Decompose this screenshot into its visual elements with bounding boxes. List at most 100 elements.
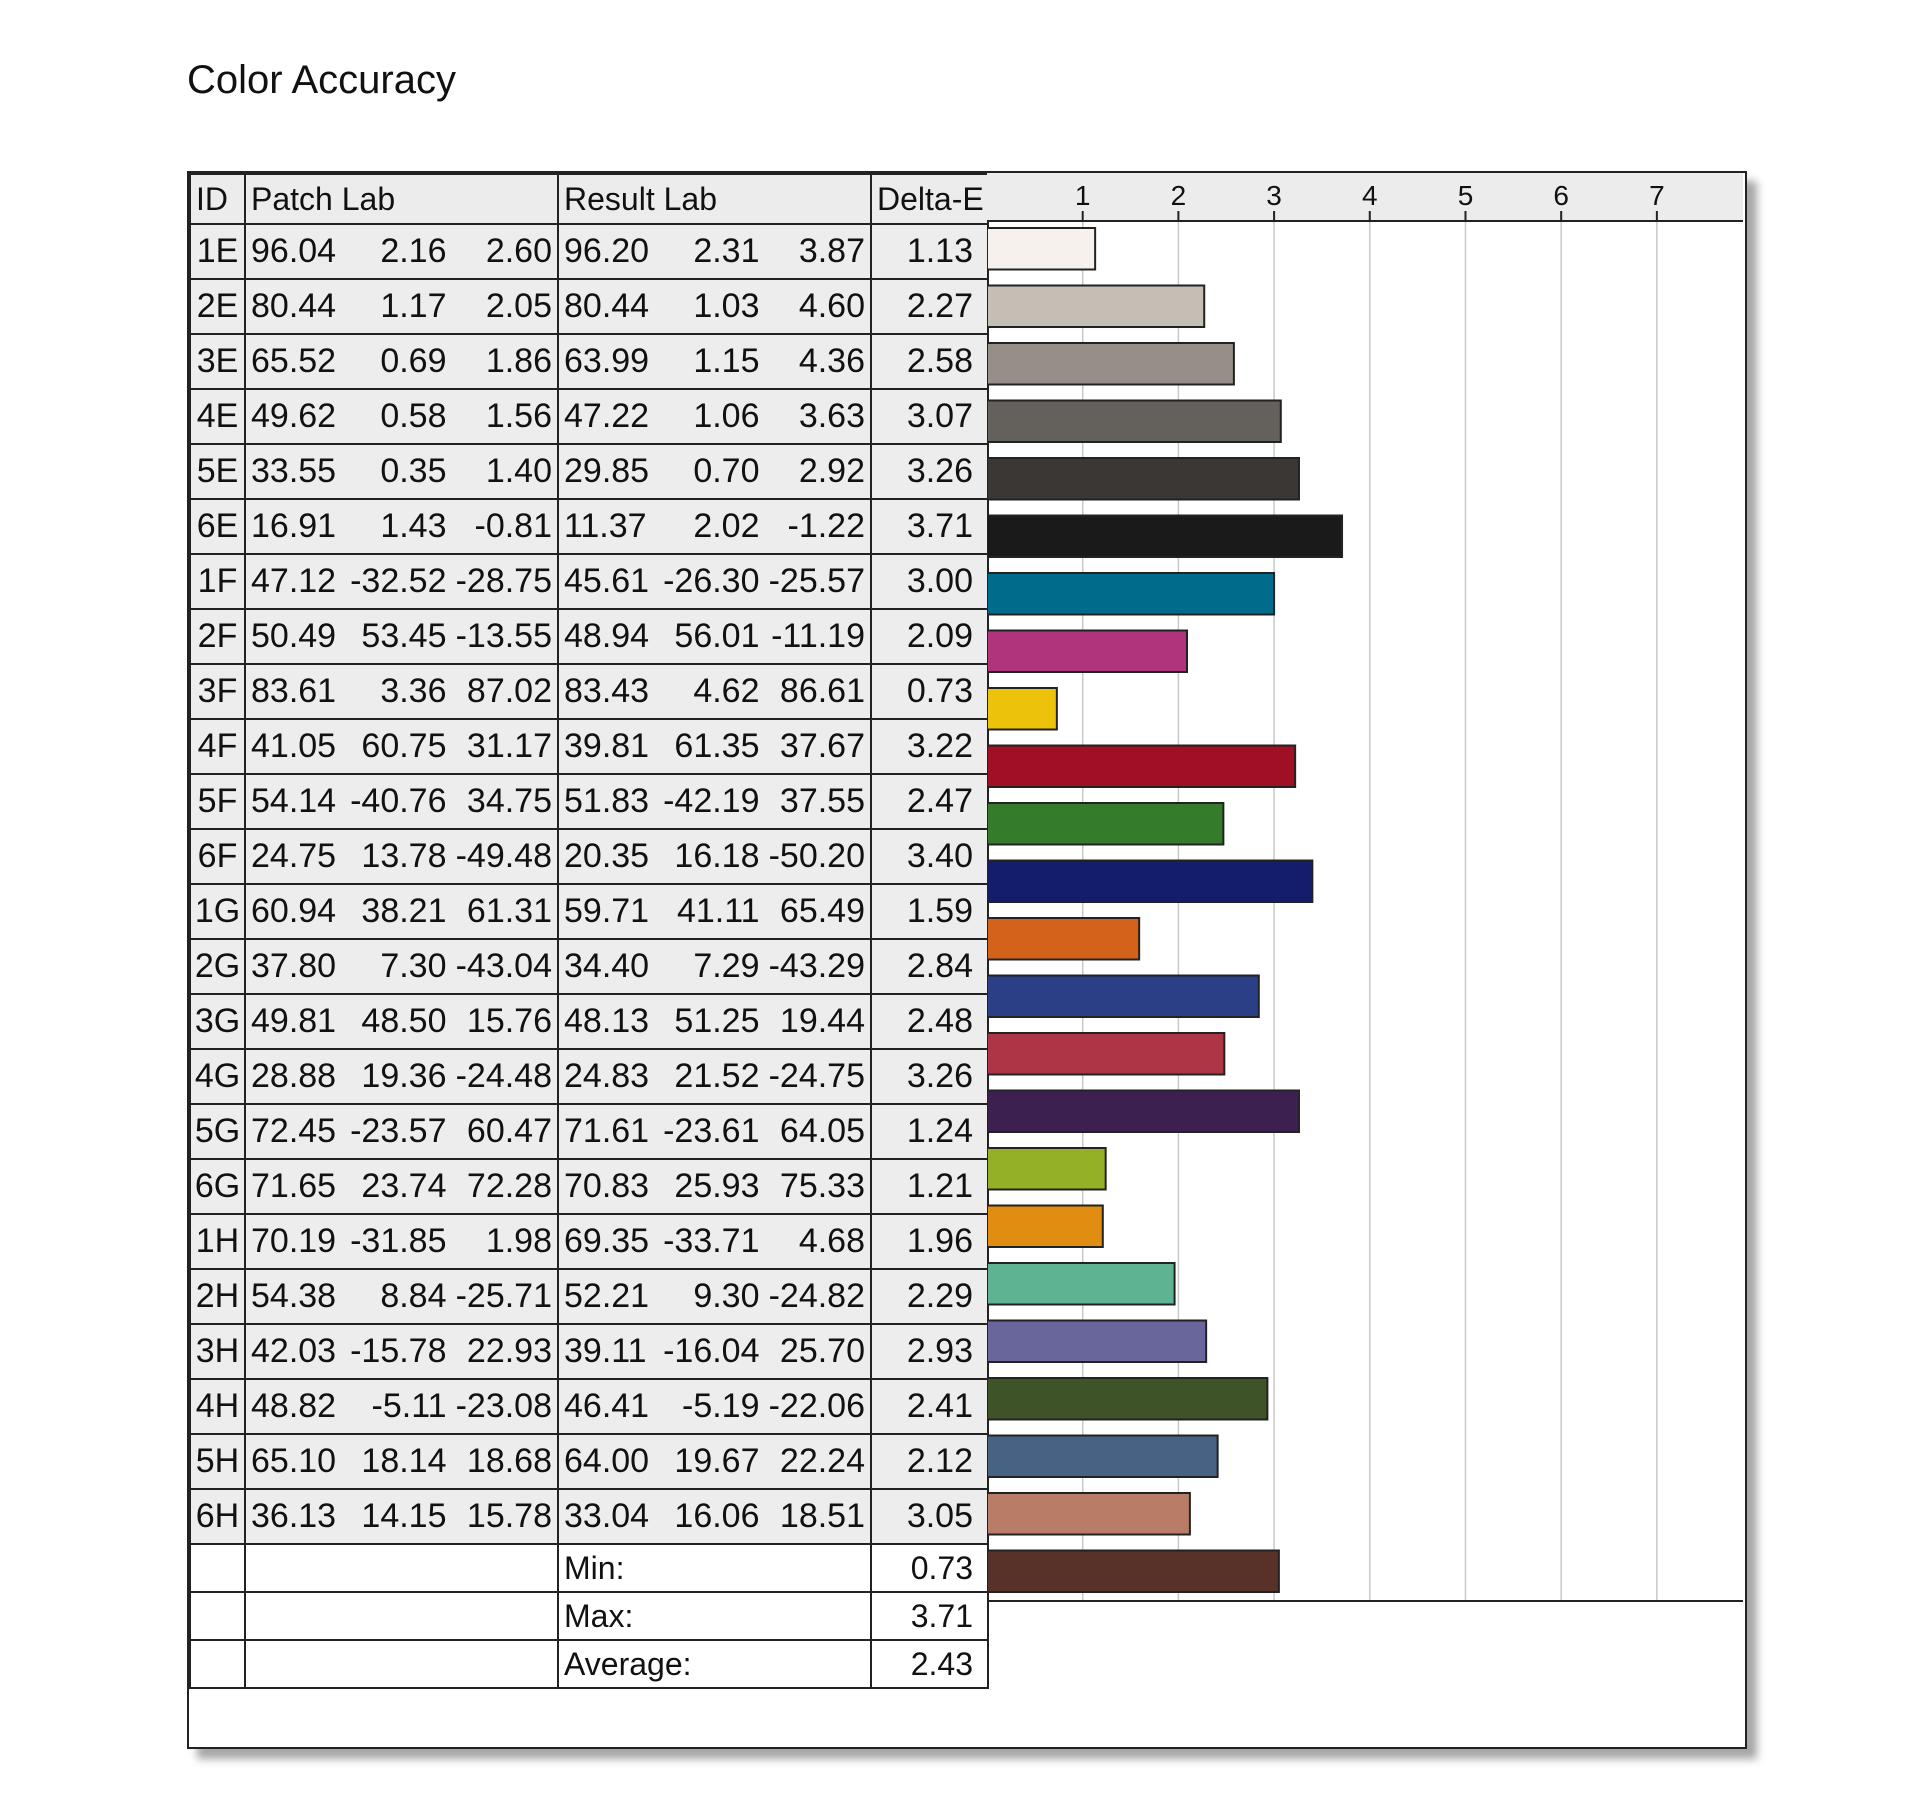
summary-value: 2.43 [870, 1639, 989, 1689]
result-lab-cell: 34.40 7.29 -43.29 [557, 938, 872, 995]
delta-e-value: 2.41 [870, 1378, 989, 1435]
result-lab-l-value: 20.35 [564, 837, 650, 875]
table-row: 3F 83.61 3.36 87.02 83.43 4.62 86.61 0.73 [189, 663, 989, 720]
summary-blank-cell [189, 1639, 246, 1689]
patch-lab-b-value: -0.81 [474, 507, 553, 545]
summary-value: 0.73 [870, 1543, 989, 1593]
patch-lab-a-value: -32.52 [350, 562, 447, 600]
result-lab-cell: 39.11 -16.04 25.70 [557, 1323, 872, 1380]
patch-id: 6F [189, 828, 246, 885]
result-lab-l-value: 64.00 [564, 1442, 650, 1480]
header-row: ID Patch Lab Result Lab Delta-E [189, 173, 989, 225]
patch-lab-l-value: 16.91 [251, 507, 337, 545]
delta-e-value: 3.71 [870, 498, 989, 555]
patch-lab-cell: 65.52 0.69 1.86 [244, 333, 559, 390]
patch-lab-a-value: 48.50 [361, 1002, 447, 1040]
patch-lab-l-value: 41.05 [251, 727, 337, 765]
table-row: 2F 50.49 53.45 -13.55 48.94 56.01 -11.19 2.09 [189, 608, 989, 665]
result-lab-b-value: -25.57 [768, 562, 865, 600]
bar-2e [987, 284, 1206, 328]
patch-lab-a-value: 23.74 [361, 1167, 447, 1205]
result-lab-l-value: 33.04 [564, 1497, 650, 1535]
bar-4f [987, 744, 1297, 788]
result-lab-a-value: -5.19 [682, 1387, 760, 1425]
delta-e-value: 3.05 [870, 1488, 989, 1545]
patch-id: 2E [189, 278, 246, 335]
delta-e-value: 1.21 [870, 1158, 989, 1215]
result-lab-b-value: 64.05 [779, 1112, 865, 1150]
result-lab-a-value: 16.06 [674, 1497, 760, 1535]
result-lab-b-value: 75.33 [779, 1167, 865, 1205]
table-row: 5F 54.14 -40.76 34.75 51.83 -42.19 37.55 2.47 [189, 773, 989, 830]
patch-lab-a-value: -15.78 [350, 1332, 447, 1370]
patch-lab-b-value: 1.40 [485, 452, 552, 490]
patch-id: 4F [189, 718, 246, 775]
result-lab-l-value: 39.11 [564, 1332, 647, 1370]
patch-lab-a-value: 14.15 [361, 1497, 447, 1535]
result-lab-b-value: 65.49 [779, 892, 865, 930]
bar-5h [987, 1492, 1191, 1536]
delta-e-value: 1.13 [870, 223, 989, 280]
result-lab-cell: 11.37 2.02 -1.22 [557, 498, 872, 555]
result-lab-b-value: 3.87 [798, 232, 865, 270]
result-lab-cell: 47.22 1.06 3.63 [557, 388, 872, 445]
result-lab-a-value: 0.70 [693, 452, 760, 490]
chart-tick-label: 5 [1458, 180, 1474, 211]
patch-lab-l-value: 54.14 [251, 782, 337, 820]
patch-id: 3G [189, 993, 246, 1050]
patch-lab-l-value: 42.03 [251, 1332, 337, 1370]
bar-2h [987, 1319, 1208, 1363]
table-row: 2G 37.80 7.30 -43.04 34.40 7.29 -43.29 2.84 [189, 938, 989, 995]
result-lab-cell: 71.61 -23.61 64.05 [557, 1103, 872, 1160]
patch-id: 4H [189, 1378, 246, 1435]
result-lab-cell: 70.83 25.93 75.33 [557, 1158, 872, 1215]
result-lab-l-value: 48.13 [564, 1002, 650, 1040]
patch-lab-a-value: 13.78 [361, 837, 447, 875]
bar-1e [987, 227, 1097, 271]
delta-e-value: 2.48 [870, 993, 989, 1050]
result-lab-l-value: 51.83 [564, 782, 650, 820]
patch-id: 2F [189, 608, 246, 665]
summary-blank-cell [189, 1591, 246, 1641]
result-lab-l-value: 48.94 [564, 617, 650, 655]
patch-lab-b-value: 31.17 [466, 727, 552, 765]
delta-e-table: ID Patch Lab Result Lab Delta-E 1E 96.04 2… [189, 173, 989, 1689]
patch-lab-l-value: 80.44 [251, 287, 337, 325]
result-lab-l-value: 59.71 [564, 892, 650, 930]
patch-lab-column-header: Patch Lab [244, 173, 559, 225]
patch-lab-cell: 54.14 -40.76 34.75 [244, 773, 559, 830]
result-lab-b-value: 22.24 [779, 1442, 865, 1480]
patch-lab-a-value: -31.85 [350, 1222, 447, 1260]
patch-lab-a-value: -40.76 [350, 782, 447, 820]
bar-5g [987, 1147, 1107, 1191]
delta-e-bar-chart: 1 2 3 4 5 6 7 [987, 173, 1743, 1602]
patch-id: 5F [189, 773, 246, 830]
table-row: 5E 33.55 0.35 1.40 29.85 0.70 2.92 3.26 [189, 443, 989, 500]
table-row: 6H 36.13 14.15 15.78 33.04 16.06 18.51 3.05 [189, 1488, 989, 1545]
patch-lab-a-value: 1.43 [380, 507, 447, 545]
patch-id: 5G [189, 1103, 246, 1160]
chart-tick-label: 4 [1362, 180, 1378, 211]
delta-e-value: 1.59 [870, 883, 989, 940]
delta-e-value: 3.22 [870, 718, 989, 775]
result-lab-l-value: 34.40 [564, 947, 650, 985]
delta-e-value: 0.73 [870, 663, 989, 720]
patch-lab-a-value: 3.36 [380, 672, 447, 710]
patch-lab-b-value: 34.75 [466, 782, 552, 820]
delta-e-value: 2.12 [870, 1433, 989, 1490]
patch-lab-b-value: 18.68 [466, 1442, 552, 1480]
result-lab-b-value: -50.20 [768, 837, 865, 875]
delta-e-value: 1.96 [870, 1213, 989, 1270]
result-lab-b-value: 86.61 [779, 672, 865, 710]
patch-lab-cell: 96.04 2.16 2.60 [244, 223, 559, 280]
patch-id: 1H [189, 1213, 246, 1270]
bar-5e [987, 457, 1300, 501]
patch-lab-a-value: 0.69 [380, 342, 447, 380]
page-title: Color Accuracy [187, 58, 456, 102]
patch-lab-cell: 50.49 53.45 -13.55 [244, 608, 559, 665]
delta-e-value: 3.00 [870, 553, 989, 610]
patch-id: 5E [189, 443, 246, 500]
result-lab-a-value: 4.62 [693, 672, 760, 710]
result-lab-cell: 29.85 0.70 2.92 [557, 443, 872, 500]
bar-3f [987, 687, 1058, 731]
